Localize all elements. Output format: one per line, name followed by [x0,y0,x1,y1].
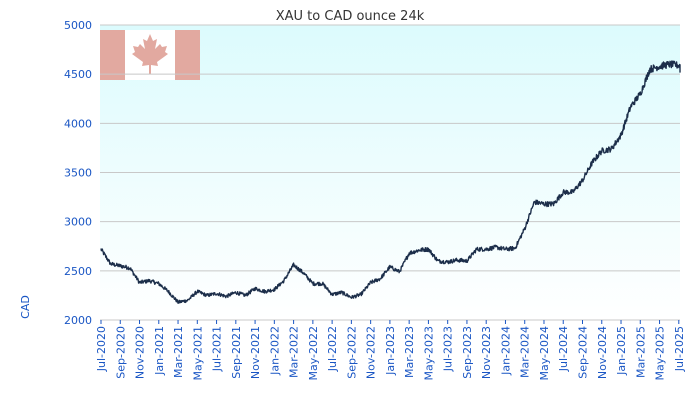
x-tick-label: Jul-2023 [442,326,455,372]
x-tick-label: Sep-2020 [114,326,127,379]
x-tick-label: Nov-2023 [480,326,493,379]
x-tick-label: May-2021 [191,326,204,381]
x-tick-label: Jul-2020 [95,326,108,372]
canada-flag [100,30,200,80]
x-tick-label: Sep-2024 [577,326,590,379]
x-tick-label: Jan-2024 [499,326,512,376]
flag-right-band [175,30,200,80]
y-tick-label: 3000 [64,216,92,229]
x-tick-label: Sep-2022 [345,326,358,379]
x-tick-label: Mar-2023 [403,326,416,378]
grid-lines [100,24,680,321]
x-tick-label: Sep-2023 [461,326,474,379]
y-tick-label: 4000 [64,117,92,130]
y-axis: 2000 2500 3000 3500 4000 4500 5000 [64,19,92,327]
x-tick-label: Nov-2021 [249,326,262,379]
x-tick-label: Jan-2025 [615,326,628,376]
x-tick-label: Mar-2022 [288,326,301,378]
x-tick-label: Jul-2024 [557,326,570,372]
x-tick-label: Jul-2022 [326,326,339,372]
x-tick-label: May-2022 [307,326,320,381]
x-tick-label: Jan-2022 [268,326,281,376]
x-tick-label: May-2023 [422,326,435,381]
x-tick-label: May-2024 [538,326,551,381]
flag-left-band [100,30,125,80]
x-tick-label: May-2025 [654,326,667,381]
x-tick-label: Nov-2022 [365,326,378,379]
x-tick-label: Mar-2021 [172,326,185,378]
x-tick-label: Jul-2021 [211,326,224,372]
chart-title: XAU to CAD ounce 24k [276,9,425,24]
x-axis: Jul-2020 Sep-2020 Nov-2020 Jan-2021 Mar-2021… [95,320,686,381]
maple-leaf-icon [132,34,168,74]
y-tick-label: 4500 [64,68,92,81]
x-tick-label: Nov-2024 [596,326,609,379]
y-tick-label: 2000 [64,314,92,327]
series-group [100,60,681,304]
y-tick-label: 5000 [64,19,92,32]
series-line-xau-cad [100,60,681,304]
y-tick-label: 2500 [64,265,92,278]
x-tick-label: Mar-2025 [634,326,647,378]
x-tick-label: Nov-2020 [134,326,147,379]
x-tick-label: Jan-2023 [384,326,397,376]
x-tick-label: Mar-2024 [519,326,532,378]
x-tick-label: Jul-2025 [673,326,686,372]
y-tick-label: 3500 [64,167,92,180]
x-tick-label: Sep-2021 [230,326,243,379]
x-tick-label: Jan-2021 [153,326,166,376]
y-axis-label: CAD [19,295,32,319]
